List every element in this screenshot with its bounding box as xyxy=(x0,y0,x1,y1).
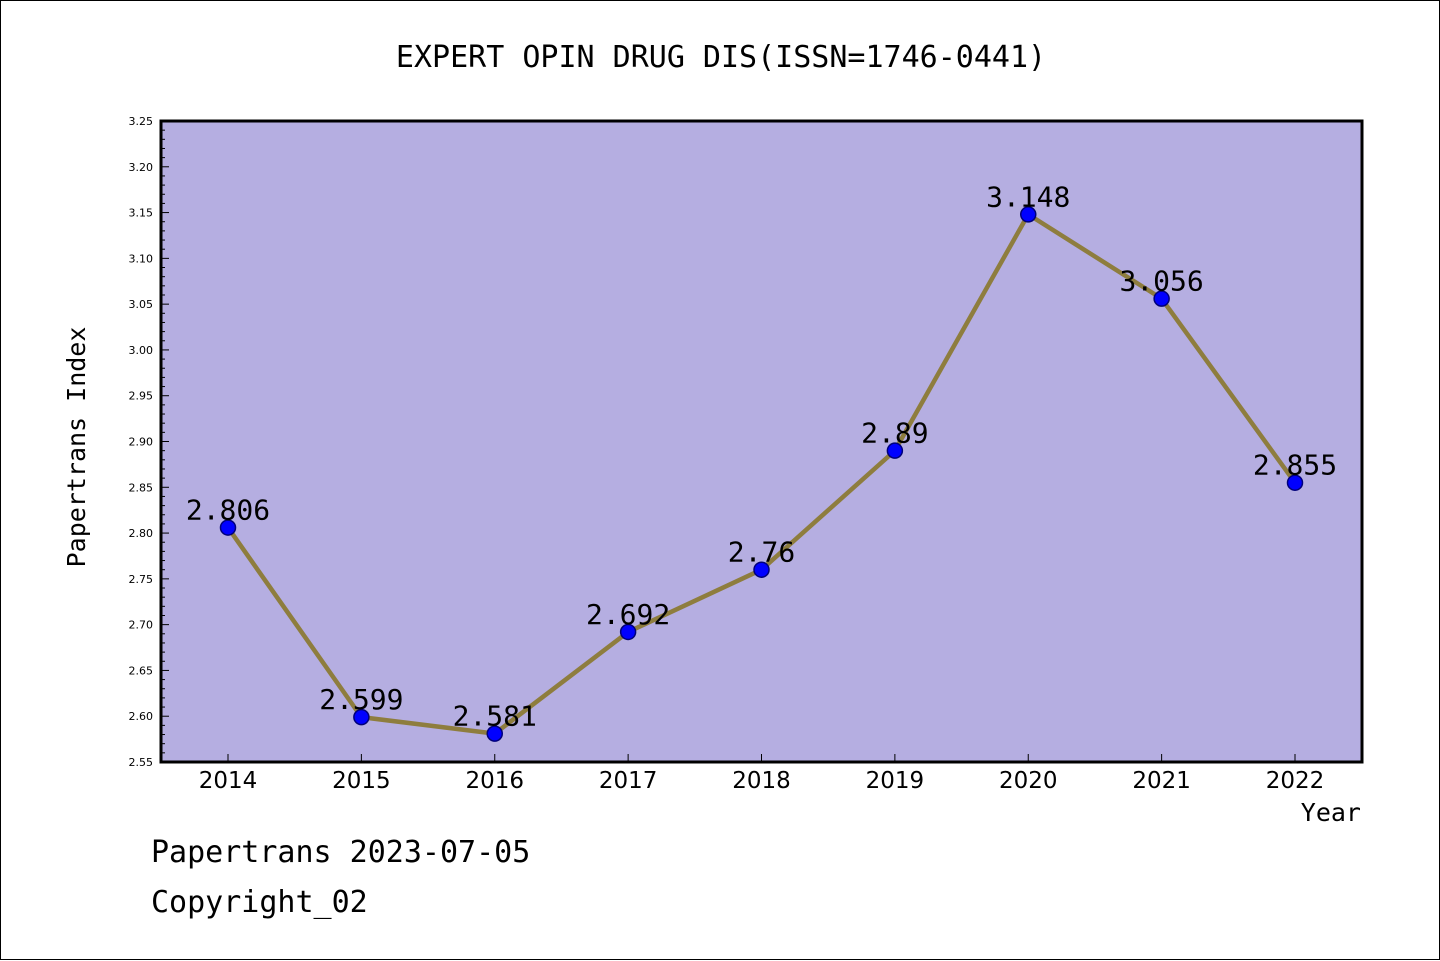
y-tick-label: 2.95 xyxy=(129,390,154,403)
x-tick-label: 2018 xyxy=(732,768,791,794)
data-point xyxy=(1153,290,1170,307)
data-label: 2.855 xyxy=(1253,449,1337,482)
data-point xyxy=(1286,474,1304,491)
x-tick-label: 2014 xyxy=(199,768,258,794)
data-label: 2.599 xyxy=(319,683,403,716)
data-point xyxy=(486,725,503,742)
y-tick-label: 3.00 xyxy=(129,344,154,357)
data-label: 2.581 xyxy=(453,700,537,733)
footer-date: Papertrans 2023-07-05 xyxy=(151,835,531,870)
data-label: 2.89 xyxy=(861,417,928,450)
y-tick-label: 2.60 xyxy=(129,710,154,723)
y-tick-label: 3.20 xyxy=(129,161,154,174)
data-point xyxy=(886,442,904,459)
plot-area xyxy=(159,119,1364,764)
y-tick-label: 3.05 xyxy=(129,298,154,311)
data-label: 2.76 xyxy=(728,536,795,569)
y-axis: 2.55 2.60 2.65 2.70 2.75 2.80 2.85 2.90 2.95 3.00… xyxy=(129,115,169,769)
y-tick-label: 2.80 xyxy=(129,527,154,540)
y-tick-label: 2.90 xyxy=(129,436,154,449)
data-label: 2.806 xyxy=(186,494,270,527)
y-tick-label: 2.55 xyxy=(129,756,154,769)
y-tick-label: 3.15 xyxy=(129,207,154,220)
series-layer: 2.806 2.599 2.581 2.692 2.76 2.89 3.148 3.056 2.… xyxy=(186,180,1337,742)
x-tick-label: 2021 xyxy=(1132,768,1191,794)
x-axis-label: Year xyxy=(1301,798,1361,827)
data-point xyxy=(619,623,637,641)
y-tick-label: 2.65 xyxy=(129,664,154,677)
y-tick-label: 2.85 xyxy=(129,481,154,494)
y-axis-label: Papertrans Index xyxy=(62,327,91,568)
x-tick-label: 2019 xyxy=(866,768,925,794)
y-tick-label: 2.75 xyxy=(129,573,154,586)
data-label: 3.148 xyxy=(986,180,1070,213)
data-point xyxy=(1020,206,1037,223)
x-tick-label: 2017 xyxy=(599,768,658,794)
x-tick-label: 2020 xyxy=(999,768,1058,794)
x-axis: 2014 2015 2016 2017 2018 2019 2020 2021 2022 xyxy=(199,754,1325,794)
chart-title: EXPERT OPIN DRUG DIS(ISSN=1746-0441) xyxy=(396,40,1046,75)
y-tick-label: 3.25 xyxy=(129,115,154,128)
data-point xyxy=(353,708,370,726)
y-tick-label: 3.10 xyxy=(129,252,154,265)
y-tick-label: 2.70 xyxy=(129,619,154,632)
data-point xyxy=(753,561,770,578)
data-label: 3.056 xyxy=(1119,265,1203,298)
data-label: 2.692 xyxy=(586,598,670,631)
x-tick-label: 2016 xyxy=(465,768,524,794)
x-tick-label: 2015 xyxy=(332,768,391,794)
footer-copyright: Copyright_02 xyxy=(151,885,368,920)
data-point xyxy=(219,519,237,536)
x-tick-label: 2022 xyxy=(1266,768,1325,794)
